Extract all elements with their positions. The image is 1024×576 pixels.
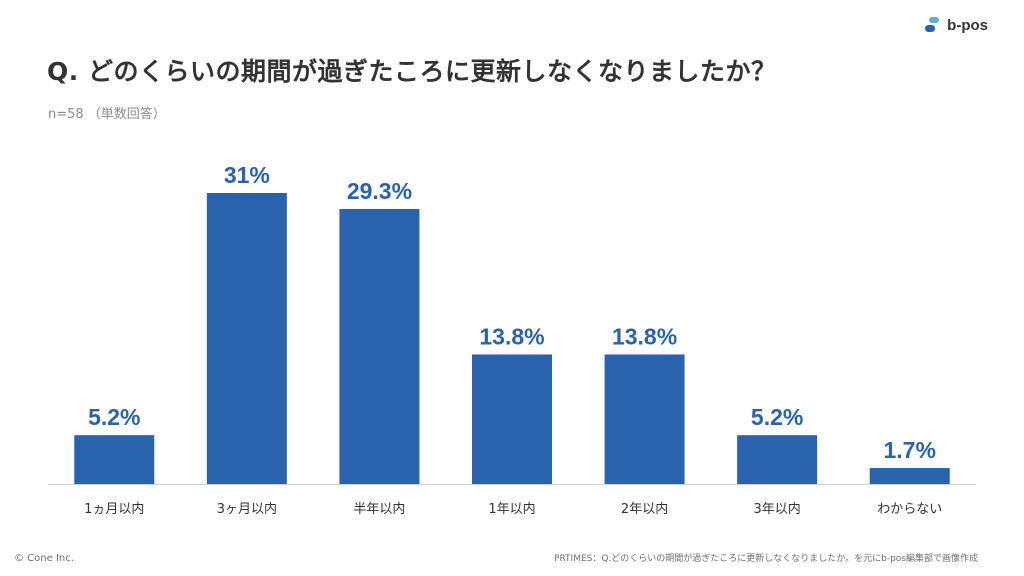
source-text: PRTIMES：Q.どのくらいの期間が過ぎたころに更新しなくなりましたか。を元に… bbox=[554, 554, 978, 564]
bar bbox=[737, 435, 818, 484]
bar bbox=[604, 354, 685, 484]
data-label: 5.2% bbox=[751, 404, 803, 430]
bar bbox=[206, 193, 287, 484]
brand-name: b-pos bbox=[947, 16, 988, 34]
bar bbox=[472, 354, 552, 484]
bar bbox=[869, 468, 950, 484]
data-label: 5.2% bbox=[88, 404, 140, 430]
x-tick-label: 1ヵ月以内 bbox=[84, 501, 144, 517]
data-label: 31% bbox=[224, 162, 270, 188]
x-tick-label: 3年以内 bbox=[754, 501, 801, 517]
x-tick-label: 2年以内 bbox=[621, 501, 668, 517]
b-pos-logo-icon bbox=[925, 17, 940, 32]
chart-subtitle: n=58 （単数回答） bbox=[48, 107, 166, 122]
bar bbox=[339, 208, 420, 484]
x-tick-label: 1年以内 bbox=[488, 501, 535, 517]
copyright-text: © Cone Inc. bbox=[14, 553, 74, 564]
brand-logo: b-pos bbox=[923, 16, 988, 34]
bar bbox=[74, 435, 155, 484]
data-label: 1.7% bbox=[883, 437, 935, 463]
data-label: 29.3% bbox=[347, 178, 412, 204]
x-tick-label: わからない bbox=[877, 502, 942, 517]
x-tick-label: 3ヶ月以内 bbox=[217, 501, 277, 517]
x-tick-label: 半年以内 bbox=[353, 501, 405, 517]
data-label: 13.8% bbox=[479, 323, 544, 349]
chart-title: Q. どのくらいの期間が過ぎたころに更新しなくなりましたか？ bbox=[47, 57, 777, 86]
data-label: 13.8% bbox=[612, 323, 677, 349]
